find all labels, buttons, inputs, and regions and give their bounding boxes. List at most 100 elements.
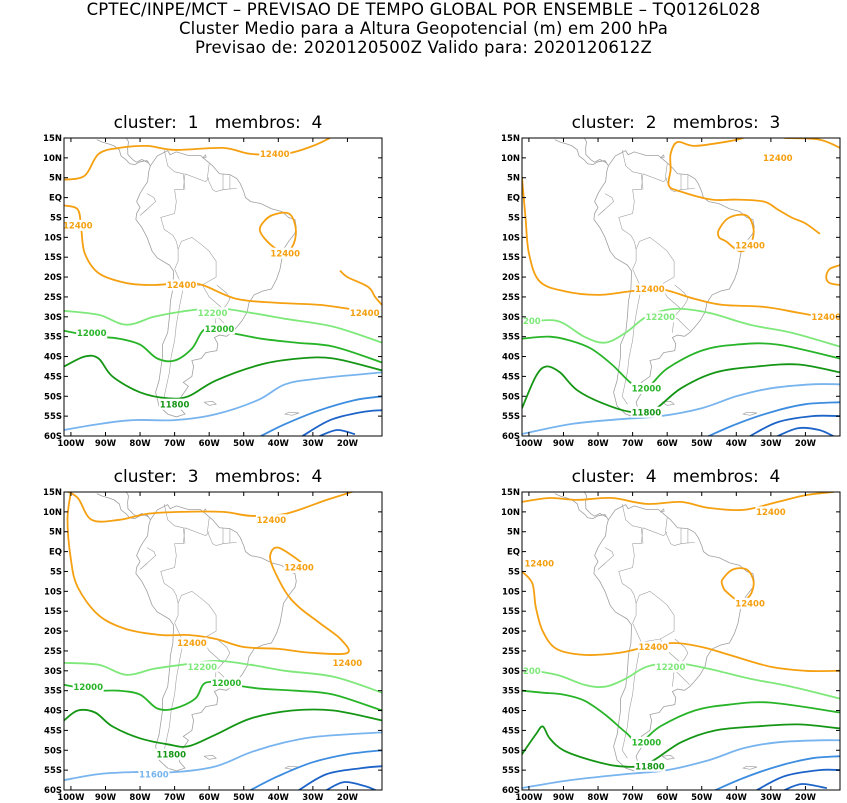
contour-label: 12000 bbox=[632, 739, 662, 749]
map-panel-cluster-3: cluster: 3 membros: 4 12400 12400 12400 124… bbox=[43, 467, 383, 803]
contour-label: 11800 bbox=[156, 750, 186, 760]
contour-label-bg bbox=[637, 641, 669, 653]
contour-11600 bbox=[64, 731, 382, 781]
lon-tick-label: 20W bbox=[337, 439, 359, 449]
contour-11200 bbox=[325, 781, 376, 790]
lon-tick-label: 90W bbox=[553, 793, 575, 803]
contour-11600 bbox=[522, 739, 840, 789]
lon-tick-label: 70W bbox=[164, 793, 186, 803]
island-coastline bbox=[661, 401, 675, 406]
contour-label-bg bbox=[522, 315, 542, 327]
contour-11400 bbox=[714, 755, 840, 790]
contour-label-bg bbox=[64, 219, 94, 231]
lat-tick-label: 20S bbox=[44, 273, 62, 283]
lat-tick-label: 10S bbox=[44, 587, 62, 597]
island-coastline bbox=[203, 401, 217, 406]
lon-tick-label: 80W bbox=[587, 793, 609, 803]
panel-title: cluster: 2 membros: 3 bbox=[571, 113, 781, 133]
lat-tick-label: 15N bbox=[43, 488, 62, 498]
lat-tick-label: 50S bbox=[44, 746, 62, 756]
contour-label-bg bbox=[204, 323, 235, 335]
lat-tick-label: EQ bbox=[507, 548, 520, 558]
contour-label-bg bbox=[166, 279, 197, 291]
map-frame bbox=[521, 491, 841, 791]
coastline-central-america bbox=[96, 139, 151, 167]
lat-tick-label: 5N bbox=[49, 528, 62, 538]
lat-tick-label: 5N bbox=[49, 174, 62, 184]
contour-label: 12400 bbox=[635, 285, 665, 295]
country-border bbox=[665, 517, 675, 546]
contour-label: 12000 bbox=[77, 329, 107, 339]
country-border bbox=[621, 149, 644, 190]
contour-label: 12400 bbox=[525, 560, 555, 570]
contour-label: 11800 bbox=[635, 762, 665, 772]
lon-tick-label: 20W bbox=[795, 439, 817, 449]
map-frame bbox=[521, 137, 841, 437]
country-border bbox=[160, 173, 210, 270]
coastline-central-america bbox=[125, 492, 149, 518]
contour-label: 12400 bbox=[811, 313, 841, 323]
contour-label: 12400 bbox=[257, 516, 287, 526]
map-frame bbox=[63, 137, 383, 437]
lat-tick-label: 10S bbox=[502, 233, 520, 243]
contour-label-bg bbox=[634, 283, 666, 295]
coastline-central-america bbox=[554, 139, 609, 167]
coastline-central-america bbox=[583, 138, 607, 164]
lat-tick-label: 55S bbox=[502, 766, 520, 776]
island-coastline bbox=[742, 765, 758, 770]
lon-tick-label: 40W bbox=[268, 439, 290, 449]
lat-tick-label: 5S bbox=[50, 213, 62, 223]
contour-label: 12400 bbox=[63, 222, 93, 232]
contour-12400 bbox=[667, 138, 821, 235]
lon-tick-label: 40W bbox=[726, 439, 748, 449]
lat-tick-label: 35S bbox=[44, 333, 62, 343]
panel-title: cluster: 3 membros: 4 bbox=[113, 467, 323, 487]
lat-tick-label: 40S bbox=[502, 707, 520, 717]
lat-tick-label: 5S bbox=[508, 213, 520, 223]
lat-tick-label: 10S bbox=[502, 587, 520, 597]
island-coastline bbox=[659, 508, 665, 513]
contour-11800 bbox=[522, 723, 840, 768]
contour-label: 12000 bbox=[212, 679, 242, 689]
contour-11200 bbox=[776, 426, 834, 436]
contour-label: 12400 bbox=[177, 639, 207, 649]
lon-tick-label: 100W bbox=[515, 439, 543, 449]
contour-label: 12400 bbox=[639, 643, 669, 653]
lat-tick-label: 15N bbox=[43, 134, 62, 144]
lat-tick-label: 25S bbox=[44, 647, 62, 657]
lat-tick-label: 60S bbox=[44, 432, 62, 442]
contour-12400 bbox=[339, 270, 382, 306]
lat-tick-label: 10S bbox=[44, 233, 62, 243]
lat-tick-label: 25S bbox=[502, 647, 520, 657]
island-coastline bbox=[742, 411, 758, 416]
lat-tick-label: 30S bbox=[44, 313, 62, 323]
contour-label: 12200 bbox=[646, 313, 676, 323]
lat-tick-label: 5S bbox=[50, 567, 62, 577]
lon-tick-label: 60W bbox=[199, 793, 221, 803]
lon-tick-label: 30W bbox=[760, 793, 782, 803]
lon-tick-label: 60W bbox=[657, 793, 679, 803]
contour-label-bg bbox=[76, 327, 108, 339]
contour-label-bg bbox=[644, 311, 676, 323]
lon-tick-label: 40W bbox=[726, 793, 748, 803]
contour-11400 bbox=[249, 749, 382, 790]
contour-label-bg bbox=[349, 307, 381, 319]
lat-tick-label: 30S bbox=[44, 667, 62, 677]
coastline-central-america bbox=[125, 138, 149, 164]
country-border bbox=[207, 163, 217, 192]
map-plot-area: 12400 12400 12400 12400 12200 2200 12000 11800 bbox=[522, 138, 841, 436]
country-border bbox=[621, 642, 642, 759]
contour-12400 bbox=[66, 492, 350, 655]
lon-tick-label: 90W bbox=[95, 439, 117, 449]
contour-label: 12400 bbox=[735, 600, 765, 610]
figure-header: CPTEC/INPE/MCT – PREVISAO DE TEMPO GLOBA… bbox=[0, 0, 847, 57]
map-plot-area: 12400 12400 12400 12400 12400 12200 12000 12000… bbox=[63, 138, 382, 436]
lat-tick-label: 25S bbox=[44, 293, 62, 303]
lat-tick-label: 15S bbox=[44, 607, 62, 617]
contour-label: 12400 bbox=[167, 281, 197, 291]
contour-12400 bbox=[64, 138, 332, 181]
coastline-south-america bbox=[593, 504, 755, 772]
country-border bbox=[216, 542, 237, 546]
lon-tick-label: 60W bbox=[657, 439, 679, 449]
lon-tick-label: 80W bbox=[587, 439, 609, 449]
